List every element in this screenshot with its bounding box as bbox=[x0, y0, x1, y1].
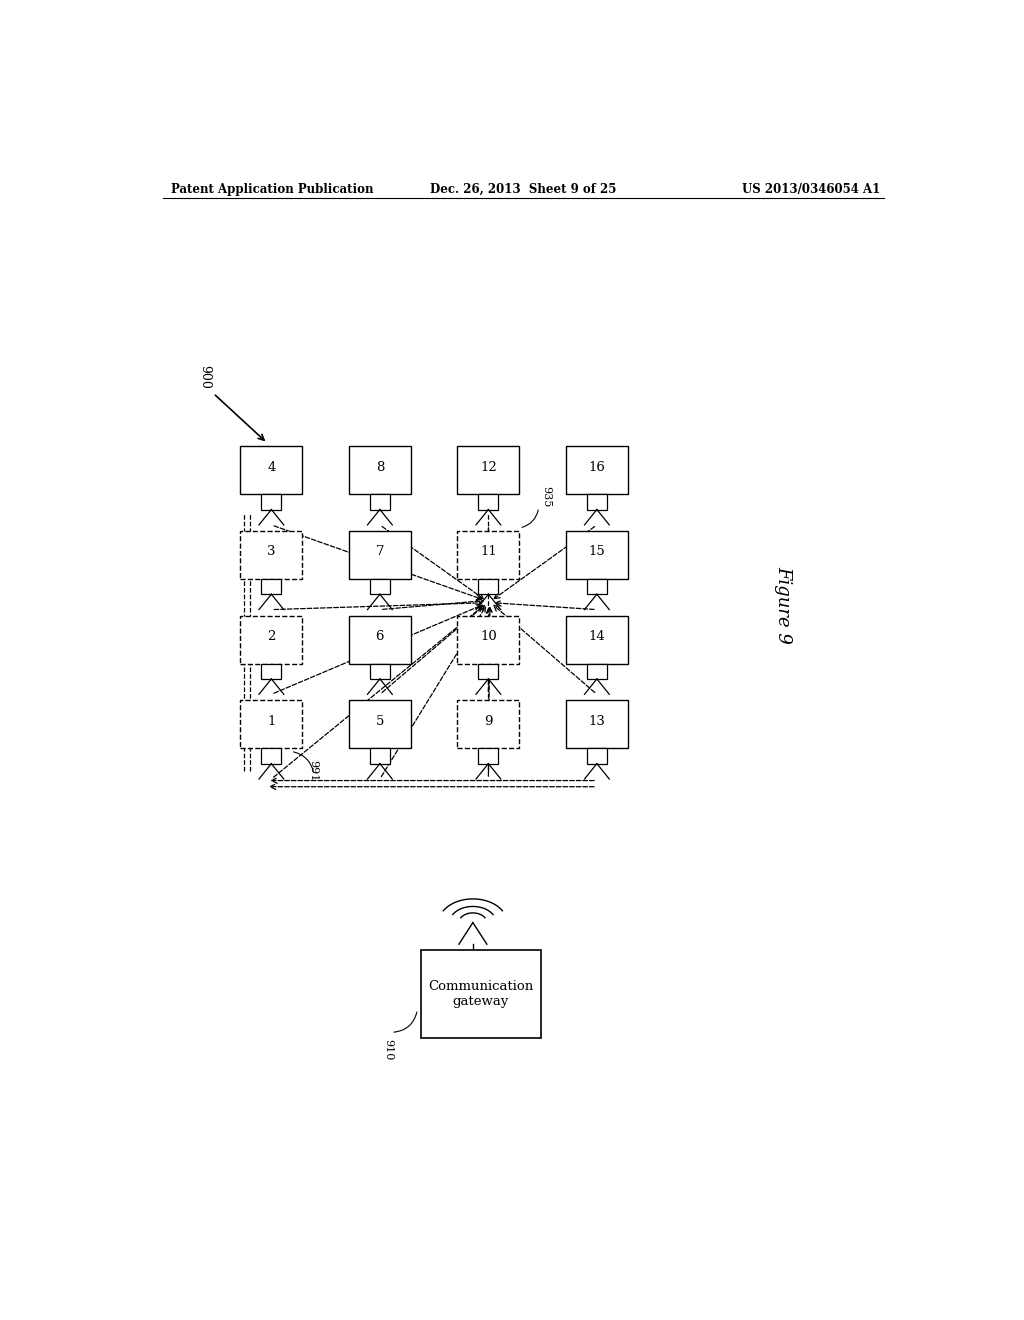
Text: 11: 11 bbox=[480, 545, 497, 558]
Text: 13: 13 bbox=[589, 714, 605, 727]
Text: 910: 910 bbox=[383, 1039, 393, 1060]
Text: 3: 3 bbox=[267, 545, 275, 558]
Text: 10: 10 bbox=[480, 630, 497, 643]
Bar bbox=[261, 578, 282, 594]
Bar bbox=[478, 494, 499, 510]
Bar bbox=[241, 446, 302, 494]
Text: 14: 14 bbox=[589, 630, 605, 643]
Bar bbox=[421, 949, 541, 1038]
Bar bbox=[261, 664, 282, 678]
Text: 8: 8 bbox=[376, 461, 384, 474]
Bar bbox=[261, 494, 282, 510]
Bar bbox=[478, 578, 499, 594]
Text: Patent Application Publication: Patent Application Publication bbox=[171, 183, 373, 197]
Bar bbox=[566, 446, 628, 494]
Text: 7: 7 bbox=[376, 545, 384, 558]
Text: 2: 2 bbox=[267, 630, 275, 643]
Bar bbox=[566, 701, 628, 748]
Text: US 2013/0346054 A1: US 2013/0346054 A1 bbox=[741, 183, 880, 197]
Bar bbox=[349, 615, 411, 664]
Bar bbox=[458, 446, 519, 494]
Bar bbox=[587, 578, 607, 594]
Bar bbox=[458, 615, 519, 664]
Bar bbox=[478, 748, 499, 763]
Bar bbox=[458, 531, 519, 578]
Bar bbox=[370, 494, 390, 510]
Bar bbox=[349, 531, 411, 578]
Text: 991: 991 bbox=[308, 760, 318, 781]
Text: 1: 1 bbox=[267, 714, 275, 727]
Text: Figure 9: Figure 9 bbox=[774, 566, 792, 644]
Text: 16: 16 bbox=[589, 461, 605, 474]
Text: 12: 12 bbox=[480, 461, 497, 474]
Text: 935: 935 bbox=[541, 486, 551, 507]
Text: 5: 5 bbox=[376, 714, 384, 727]
Bar bbox=[587, 748, 607, 763]
Bar bbox=[587, 664, 607, 678]
Bar bbox=[370, 664, 390, 678]
Bar bbox=[458, 701, 519, 748]
Text: 900: 900 bbox=[198, 364, 211, 388]
Text: 15: 15 bbox=[589, 545, 605, 558]
Bar bbox=[349, 446, 411, 494]
Bar bbox=[370, 748, 390, 763]
Text: Dec. 26, 2013  Sheet 9 of 25: Dec. 26, 2013 Sheet 9 of 25 bbox=[430, 183, 616, 197]
Text: 9: 9 bbox=[484, 714, 493, 727]
Text: 6: 6 bbox=[376, 630, 384, 643]
Text: Communication
gateway: Communication gateway bbox=[428, 979, 534, 1008]
Bar bbox=[241, 701, 302, 748]
Bar bbox=[370, 578, 390, 594]
Bar bbox=[587, 494, 607, 510]
Bar bbox=[566, 615, 628, 664]
Bar bbox=[241, 531, 302, 578]
Bar bbox=[566, 531, 628, 578]
Bar bbox=[241, 615, 302, 664]
Text: 4: 4 bbox=[267, 461, 275, 474]
Bar bbox=[261, 748, 282, 763]
Bar bbox=[349, 701, 411, 748]
Bar bbox=[478, 664, 499, 678]
